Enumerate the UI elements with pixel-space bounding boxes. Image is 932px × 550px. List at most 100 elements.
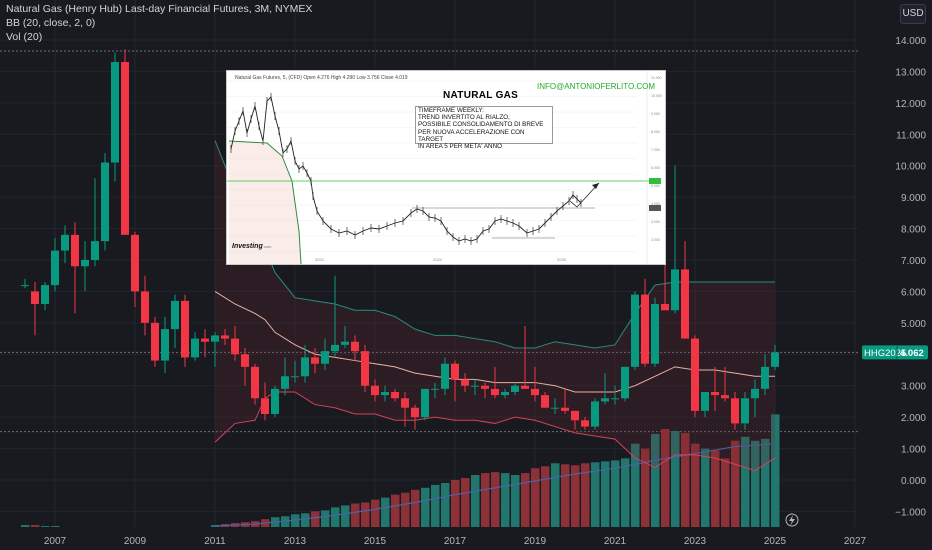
y-tick-label: 13.000 — [895, 67, 926, 78]
price-symbol-label: HHG2025 — [864, 348, 906, 359]
inset-arrow-head — [592, 183, 599, 189]
candle-body — [201, 338, 209, 342]
volume-bar — [561, 464, 570, 527]
volume-bar — [401, 492, 410, 527]
candle-body — [251, 366, 259, 399]
y-tick-label: 5.000 — [901, 319, 926, 330]
x-tick-label: 2017 — [444, 536, 467, 547]
inset-header: Natural Gas Futures, 5, (CFD) Open 4.276… — [235, 75, 408, 81]
candle-body — [371, 385, 379, 396]
volume-bar — [531, 468, 540, 527]
volume-bar — [571, 465, 580, 527]
candle-body — [241, 354, 249, 367]
candle-body — [461, 379, 469, 386]
currency-button[interactable]: USD — [900, 4, 926, 24]
candle-body — [601, 398, 609, 402]
inset-note: TIMEFRAME WEEKLY: TREND INVERTITO AL RIA… — [415, 106, 553, 150]
y-tick-label: 0.000 — [901, 476, 926, 487]
volume-bar — [521, 473, 530, 527]
volume-bar — [51, 526, 60, 527]
candle-body — [91, 241, 99, 260]
candle-body — [41, 285, 49, 304]
candle-body — [741, 398, 749, 424]
candle-body — [581, 420, 589, 427]
y-tick-label: 8.000 — [901, 225, 926, 236]
candle-body — [681, 269, 689, 339]
volume-bar — [391, 494, 400, 527]
inset-note-text: TIMEFRAME WEEKLY: TREND INVERTITO AL RIA… — [418, 107, 544, 151]
candle-body — [321, 351, 329, 364]
volume-bar — [511, 475, 520, 527]
volume-bar — [331, 507, 340, 527]
volume-bar — [621, 458, 630, 527]
volume-bar — [301, 513, 310, 527]
volume-bar — [721, 458, 730, 527]
inset-email: INFO@ANTONIOFERLITO.COM — [537, 82, 656, 91]
candle-body — [431, 388, 439, 390]
candle-body — [131, 234, 139, 292]
x-tick-label: 2007 — [44, 536, 67, 547]
flash-icon-ring — [785, 513, 799, 527]
candle-body — [221, 335, 229, 339]
inset-ma-line — [228, 140, 302, 264]
candle-body — [261, 398, 269, 414]
volume-bar — [701, 448, 710, 527]
candle-body — [731, 398, 739, 424]
volume-bar — [321, 510, 330, 527]
volume-bar — [741, 436, 750, 527]
candle-body — [491, 388, 499, 396]
volume-bar — [371, 499, 380, 527]
inset-price-tag-dark — [649, 205, 661, 211]
candle-body — [141, 291, 149, 323]
inset-y-label: 11.000 — [651, 76, 661, 80]
candle-body — [661, 303, 669, 311]
candle-body — [191, 338, 199, 358]
candle-body — [611, 398, 619, 400]
candle-body — [31, 291, 39, 304]
candle-body — [151, 322, 159, 361]
x-tick-label: 2027 — [844, 536, 867, 547]
volume-bar — [751, 440, 760, 527]
candle-body — [281, 376, 289, 389]
candle-body — [111, 61, 119, 163]
candle-body — [771, 352, 779, 367]
x-tick-label: 2015 — [364, 536, 387, 547]
volume-bar — [671, 430, 680, 527]
volume-bar — [771, 414, 780, 527]
volume-bar — [381, 497, 390, 527]
vol-indicator-label[interactable]: Vol (20) — [6, 31, 43, 43]
volume-bar — [341, 505, 350, 527]
investing-logo: Investing.com — [232, 243, 271, 250]
last-price-tag — [862, 345, 928, 360]
candle-body — [441, 363, 449, 389]
volume-bar — [451, 479, 460, 527]
volume-bar — [551, 463, 560, 527]
volume-bar — [21, 525, 30, 527]
candle-body — [271, 388, 279, 414]
volume-bar — [311, 511, 320, 527]
logo-suffix: .com — [262, 244, 272, 249]
bb-indicator-label[interactable]: BB (20, close, 2, 0) — [6, 17, 96, 29]
candle-body — [521, 385, 529, 389]
volume-bar — [31, 525, 40, 527]
candle-body — [401, 398, 409, 408]
volume-bar — [431, 484, 440, 527]
candle-body — [411, 407, 419, 418]
volume-bar — [501, 473, 510, 527]
volume-bar — [651, 433, 660, 527]
candle-body — [181, 300, 189, 358]
candle-body — [511, 385, 519, 392]
volume-bar — [601, 461, 610, 527]
candle-body — [551, 407, 559, 409]
x-tick-label: 2009 — [124, 536, 147, 547]
inset-projection-line — [569, 182, 600, 208]
inset-y-label: 2.000 — [651, 238, 660, 242]
volume-bar — [691, 443, 700, 527]
volume-bar — [41, 526, 50, 527]
inset-x-label: 2022 — [315, 257, 325, 262]
volume-bar — [491, 472, 500, 527]
x-tick-label: 2025 — [764, 536, 787, 547]
candle-body — [701, 391, 709, 411]
